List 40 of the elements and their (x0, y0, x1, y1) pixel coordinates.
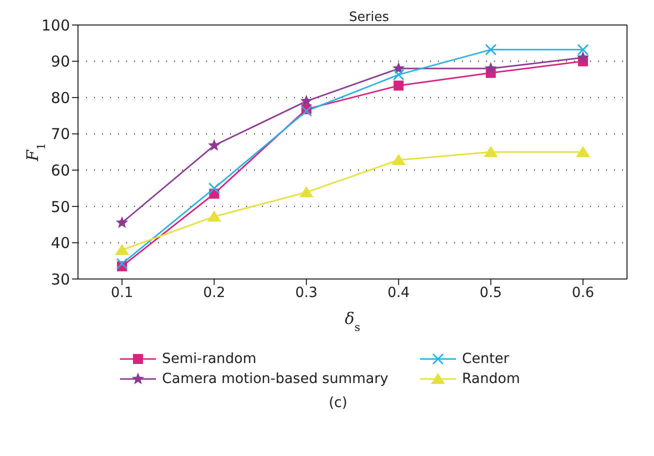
y-tick-label: 60 (50, 161, 70, 180)
point (116, 258, 128, 270)
point (207, 210, 222, 222)
point (392, 68, 404, 80)
point (116, 216, 128, 228)
point (485, 44, 497, 56)
x-tick-label: 0.3 (295, 284, 318, 301)
point (577, 44, 589, 56)
point (484, 146, 498, 157)
point (576, 51, 590, 63)
point (576, 146, 590, 157)
point (208, 182, 220, 194)
legend-label: Random (462, 371, 520, 387)
y-tick-label: 50 (50, 198, 70, 216)
x-axis-title: δ$_{s}$ (344, 309, 360, 334)
point (392, 62, 405, 74)
x-tick-label: 0.6 (572, 284, 594, 301)
legend-label: Center (462, 351, 510, 367)
text: (c) (328, 395, 348, 411)
y-tick-label: 30 (50, 270, 70, 288)
y-tick-label: 90 (50, 52, 70, 71)
y-tick-label: 80 (50, 88, 70, 107)
point (394, 80, 404, 91)
point (300, 105, 312, 117)
y-tick-label: 100 (41, 16, 70, 34)
x-tick-label: 0.4 (387, 284, 410, 301)
point (484, 62, 497, 74)
point (300, 94, 313, 106)
chart-title: Series (349, 10, 390, 25)
point (392, 154, 406, 165)
legend-label: Semi-random (162, 351, 256, 367)
point (299, 186, 314, 198)
point (208, 138, 220, 151)
y-tick-label: 40 (50, 234, 70, 252)
x-tick-label: 0.1 (110, 284, 134, 301)
x-tick-label: 0.5 (480, 284, 502, 301)
point (115, 244, 129, 255)
y-tick-label: 70 (50, 125, 70, 144)
x-tick-label: 0.2 (203, 284, 226, 301)
legend-label: Camera motion-based summary (162, 371, 388, 387)
